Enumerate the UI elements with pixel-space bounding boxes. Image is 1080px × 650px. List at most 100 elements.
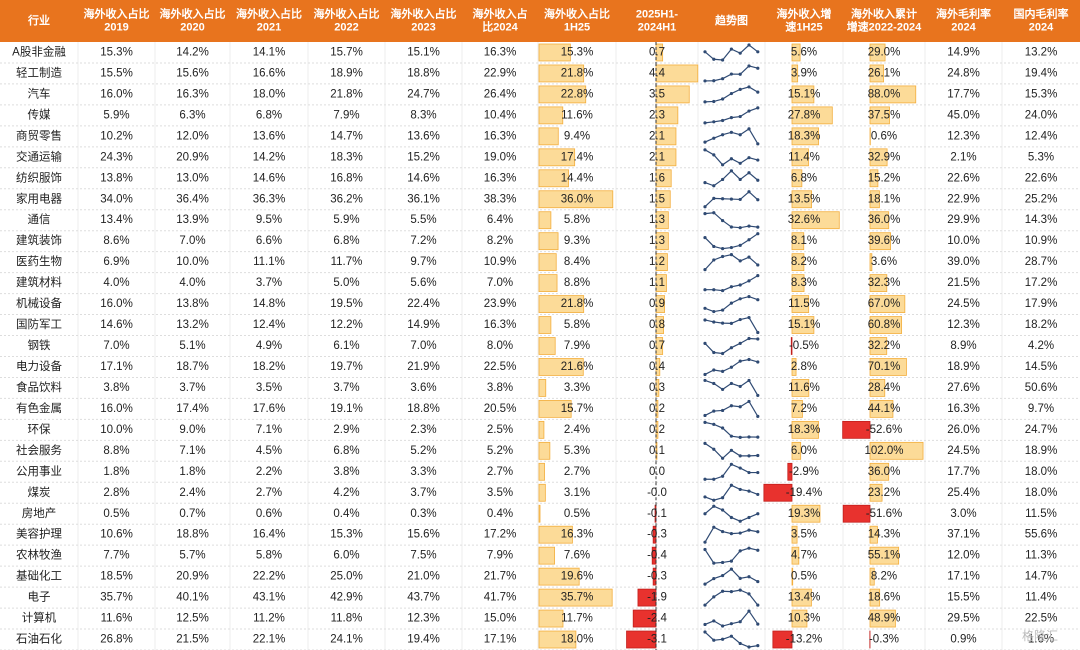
value-cell: 20.5% [484, 403, 517, 415]
value-cell: 22.4% [407, 298, 440, 310]
trend-dot [721, 218, 725, 223]
header-cell: 2023 [411, 21, 435, 33]
growth-bar [791, 190, 812, 209]
value-cell: 10.3% [788, 613, 821, 625]
value-cell: 25.0% [330, 571, 363, 583]
value-cell: 18.0% [561, 634, 594, 646]
trend-dot [729, 346, 734, 350]
value-cell: 19.7% [330, 361, 363, 373]
trend-line [704, 44, 759, 61]
growth-bar [791, 85, 815, 104]
trend-dot [721, 474, 725, 478]
industry-cell: 有色金属 [16, 401, 62, 415]
value-cell: 18.0% [253, 88, 286, 100]
trend-dot [721, 177, 725, 182]
share-bar [538, 441, 551, 460]
trend-dot [747, 127, 751, 131]
trend-line [704, 484, 759, 501]
value-cell: 5.2% [487, 445, 513, 457]
value-cell: 21.6% [561, 361, 594, 373]
value-cell: 39.0% [947, 256, 980, 268]
value-cell: 21.9% [407, 361, 440, 373]
cum-growth-bar [869, 295, 906, 313]
value-cell: 27.8% [788, 109, 821, 121]
industry-cell: 石油石化 [16, 632, 62, 646]
value-cell: 16.4% [253, 529, 286, 541]
trend-dot [712, 561, 716, 565]
value-cell: 26.0% [947, 424, 980, 436]
value-cell: 32.3% [868, 277, 901, 289]
value-cell: 11.4% [1025, 592, 1057, 604]
growth-bar [791, 211, 840, 230]
value-cell: 9.0% [179, 424, 205, 436]
value-cell: 0.3% [410, 508, 436, 520]
value-cell: 4.0% [103, 277, 129, 289]
value-cell: 41.7% [484, 592, 517, 604]
trend-dot [721, 456, 725, 460]
trend-dot [747, 255, 751, 259]
trend-dot [721, 573, 725, 578]
value-cell: 13.6% [407, 130, 440, 142]
trend-dot [721, 254, 725, 259]
value-cell: 15.6% [176, 67, 209, 79]
value-cell: 15.5% [100, 67, 133, 79]
trend-dot [729, 169, 734, 173]
trend-dot [747, 279, 751, 283]
trend-dot [712, 184, 716, 188]
value-cell: 3.7% [256, 277, 282, 289]
value-cell: 37.1% [947, 529, 980, 541]
trend-dot [747, 336, 751, 341]
value-cell: 9.5% [256, 214, 282, 226]
value-cell: 35.7% [100, 592, 133, 604]
value-cell: 15.2% [868, 172, 901, 184]
value-cell: 8.3% [791, 277, 817, 289]
value-cell: 0.3 [649, 382, 665, 394]
value-cell: 21.8% [561, 67, 594, 79]
trend-dot [712, 120, 716, 124]
trend-dot [729, 634, 734, 638]
value-cell: 18.6% [868, 592, 901, 604]
trend-dot [712, 477, 716, 481]
value-cell: 11.7% [561, 613, 593, 625]
trend-dot [712, 447, 716, 451]
trend-dot [738, 384, 742, 389]
trend-dot [721, 288, 725, 293]
cum-growth-bar [869, 148, 888, 167]
trend-dot [712, 504, 716, 508]
trend-dot [756, 66, 760, 70]
value-cell: 8.2% [791, 256, 817, 268]
value-cell: 14.9% [947, 47, 980, 59]
value-cell: 28.7% [1025, 256, 1058, 268]
trend-dot [738, 405, 742, 409]
value-cell: 17.1% [947, 571, 980, 583]
trend-dot [703, 372, 707, 377]
trend-dot [703, 341, 707, 345]
trend-dot [712, 525, 716, 529]
value-cell: 37.5% [868, 109, 901, 121]
share-bar [538, 190, 614, 209]
cum-growth-bar [869, 441, 924, 460]
industry-cell: 农林牧渔 [16, 548, 62, 562]
value-cell: 17.1% [484, 634, 517, 646]
trend-dot [712, 619, 716, 623]
value-cell: 18.3% [788, 130, 821, 142]
value-cell: 18.8% [407, 67, 440, 79]
value-cell: -0.4 [647, 550, 667, 562]
value-cell: 12.0% [176, 130, 209, 142]
value-cell: 2.8% [791, 361, 817, 373]
value-cell: 36.0% [868, 214, 901, 226]
growth-bar [787, 462, 793, 481]
value-cell: 9.7% [1028, 403, 1054, 415]
industry-cell: 基础化工 [16, 569, 62, 583]
value-cell: -3.1 [647, 634, 667, 646]
value-cell: 13.2% [1025, 47, 1058, 59]
value-cell: 5.9% [333, 214, 359, 226]
value-cell: 3.8% [103, 382, 129, 394]
value-cell: 16.3% [947, 403, 980, 415]
value-cell: 1.8% [179, 466, 205, 478]
value-cell: 3.0% [950, 508, 976, 520]
trend-dot [738, 519, 742, 523]
trend-dot [756, 512, 760, 516]
value-cell: 36.3% [253, 193, 286, 205]
trend-dot [703, 630, 707, 634]
